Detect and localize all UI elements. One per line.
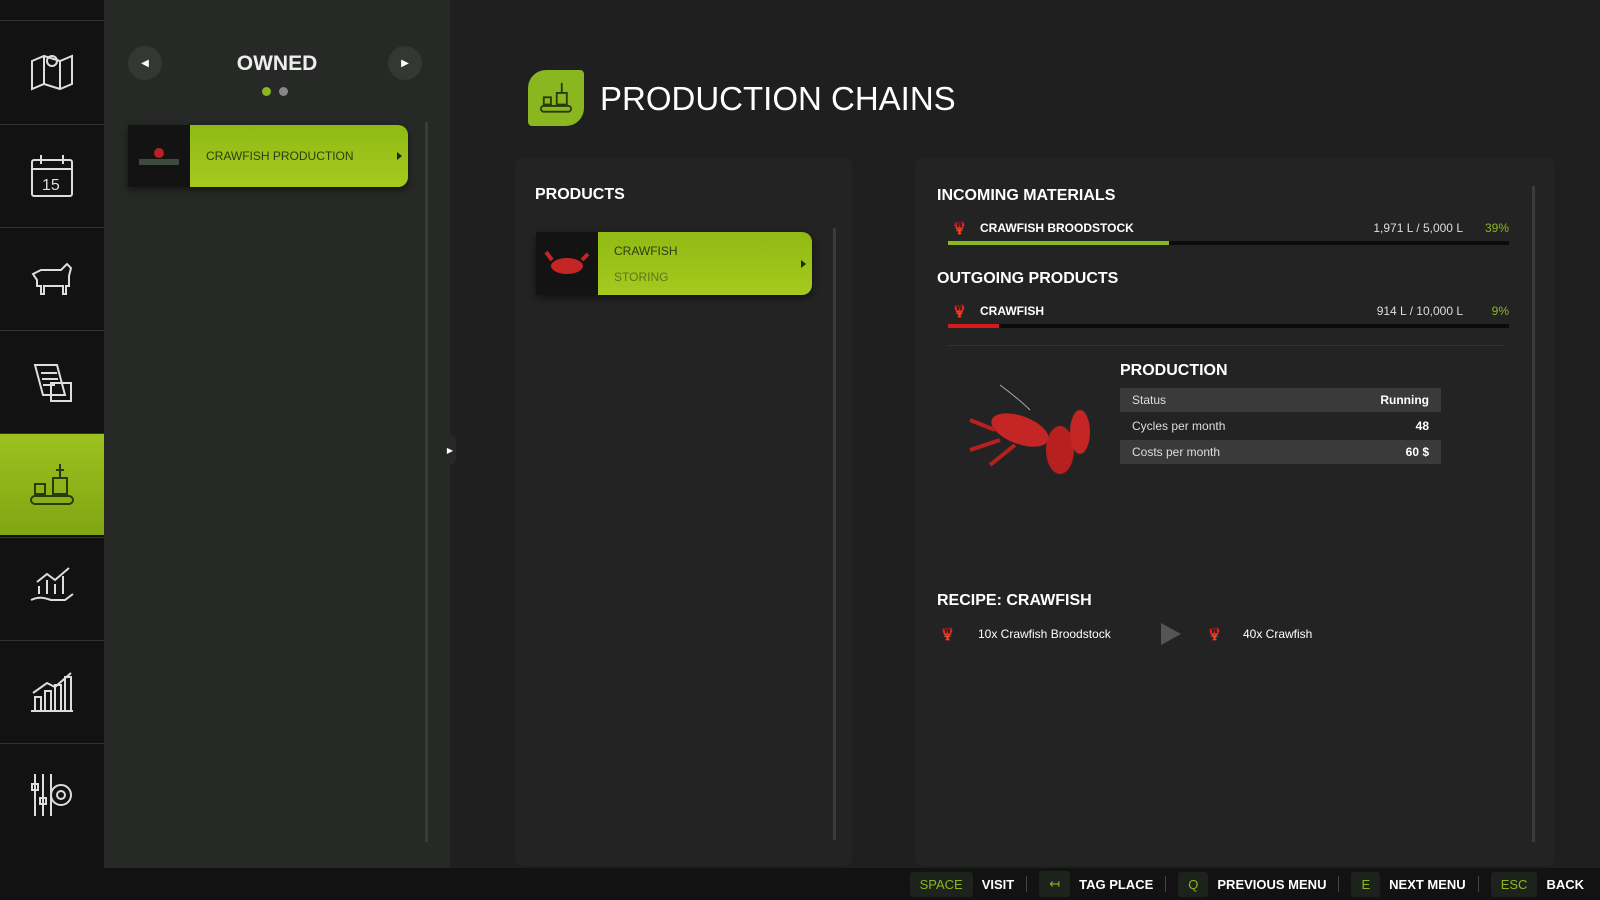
- products-scrollbar[interactable]: [833, 228, 836, 840]
- recipe-row: 🦞 10x Crawfish Broodstock 🦞 40x Crawfish: [940, 623, 1313, 645]
- page-dot[interactable]: [279, 87, 288, 96]
- details-panel: [915, 158, 1555, 866]
- incoming-row: 🦞 CRAWFISH BROODSTOCK 1,971 L / 5,000 L …: [952, 221, 1509, 235]
- material-name: CRAWFISH BROODSTOCK: [980, 221, 1134, 235]
- outgoing-fill: [948, 324, 1000, 328]
- outgoing-row: 🦞 CRAWFISH 914 L / 10,000 L 9%: [952, 304, 1509, 318]
- production-chains-icon: [528, 70, 584, 126]
- arrow-right-icon: [801, 259, 806, 268]
- next-menu-button[interactable]: NEXT MENU: [1389, 876, 1466, 892]
- panel-title: OWNED: [236, 52, 318, 75]
- scrollbar[interactable]: [425, 122, 428, 842]
- cycles-row: Cycles per month 48: [1120, 414, 1441, 438]
- separator: [1477, 876, 1479, 892]
- page-title: PRODUCTION CHAINS: [600, 80, 956, 117]
- animals-icon: [31, 262, 73, 295]
- owned-panel: ◀ OWNED ▶ CRAWFISH PRODUCTION: [104, 0, 450, 868]
- sidebar-item-map[interactable]: [0, 20, 104, 122]
- row-value: 60 $: [1405, 445, 1429, 459]
- list-item-crawfish-production[interactable]: CRAWFISH PRODUCTION: [128, 125, 408, 187]
- incoming-fill: [948, 241, 1170, 245]
- row-value: 48: [1415, 419, 1429, 433]
- production-heading: PRODUCTION: [1120, 362, 1228, 379]
- row-label: Costs per month: [1132, 445, 1221, 459]
- costs-row: Costs per month 60 $: [1120, 440, 1441, 464]
- separator: [1026, 876, 1028, 892]
- arrow-right-icon: [397, 152, 402, 160]
- row-label: Status: [1132, 393, 1167, 407]
- crawfish-broodstock-icon: 🦞: [952, 221, 967, 235]
- tag-place-button[interactable]: TAG PLACE: [1079, 876, 1154, 892]
- outgoing-heading: OUTGOING PRODUCTS: [937, 270, 1119, 287]
- product-name: CRAWFISH: [980, 304, 1044, 318]
- arrow-right-icon: [1161, 623, 1181, 645]
- key-q: Q: [1178, 871, 1209, 897]
- crawfish-thumbnail: [536, 232, 598, 295]
- sidebar-item-animals[interactable]: [0, 227, 104, 329]
- products-heading: PRODUCTS: [535, 186, 625, 203]
- row-value: Running: [1380, 393, 1429, 407]
- products-panel: PRODUCTS CRAWFISH STORING: [515, 158, 852, 866]
- footer-key-hints: SPACE VISIT ↤ TAG PLACE Q PREVIOUS MENU E NE…: [0, 868, 1600, 900]
- material-amount: 1,971 L / 5,000 L: [1373, 221, 1463, 235]
- production-table: Status Running Cycles per month 48 Costs p…: [1120, 388, 1441, 466]
- product-percent: 9%: [1491, 304, 1509, 318]
- product-status: STORING: [614, 269, 669, 284]
- map-icon: [31, 54, 73, 90]
- collapse-panel-button[interactable]: ▶: [444, 435, 456, 465]
- product-item-crawfish[interactable]: CRAWFISH STORING: [536, 232, 812, 295]
- crawfish-farm-thumbnail: [128, 125, 190, 187]
- svg-text:15: 15: [42, 177, 60, 194]
- sidebar-item-statistics[interactable]: [0, 640, 104, 742]
- sidebar-item-production[interactable]: [0, 433, 112, 535]
- sidebar-item-finances[interactable]: [0, 537, 104, 639]
- back-button[interactable]: BACK: [1546, 876, 1584, 892]
- crawfish-image: [969, 384, 1090, 474]
- sidebar-item-settings[interactable]: [0, 743, 104, 845]
- details-scrollbar[interactable]: [1532, 186, 1535, 842]
- key-tag: ↤: [1039, 871, 1071, 897]
- main-menu-sidebar: 15: [0, 0, 112, 868]
- statistics-icon: [31, 671, 73, 712]
- divider: [948, 345, 1503, 346]
- sidebar-item-contracts[interactable]: [0, 330, 104, 432]
- key-e: E: [1351, 871, 1381, 897]
- crawfish-icon: 🦞: [952, 304, 967, 318]
- list-item-label: CRAWFISH PRODUCTION: [206, 149, 354, 163]
- next-page-button[interactable]: ▶: [388, 46, 422, 80]
- material-percent: 39%: [1484, 221, 1509, 235]
- page-dot-active[interactable]: [262, 87, 271, 96]
- contracts-icon: [33, 363, 72, 402]
- recipe-heading: RECIPE: CRAWFISH: [937, 592, 1092, 609]
- previous-page-button[interactable]: ◀: [128, 46, 162, 80]
- separator: [1165, 876, 1167, 892]
- status-row: Status Running: [1120, 388, 1441, 412]
- incoming-fill-bar: [948, 241, 1509, 245]
- finances-icon: [30, 566, 74, 601]
- key-esc: ESC: [1490, 871, 1538, 897]
- recipe-input: 10x Crawfish Broodstock: [978, 627, 1111, 641]
- key-space: SPACE: [909, 871, 973, 897]
- separator: [1338, 876, 1340, 892]
- incoming-heading: INCOMING MATERIALS: [937, 187, 1116, 204]
- recipe-output: 40x Crawfish: [1243, 627, 1313, 641]
- row-label: Cycles per month: [1132, 419, 1226, 433]
- calendar-icon: 15: [31, 154, 73, 197]
- previous-menu-button[interactable]: PREVIOUS MENU: [1217, 876, 1327, 892]
- sidebar-item-calendar[interactable]: 15: [0, 124, 104, 226]
- product-name: CRAWFISH: [614, 243, 678, 258]
- crawfish-broodstock-icon: 🦞: [940, 627, 955, 641]
- production-icon: [30, 463, 74, 505]
- product-amount: 914 L / 10,000 L: [1376, 304, 1463, 318]
- visit-button[interactable]: VISIT: [981, 876, 1015, 892]
- settings-icon: [31, 773, 72, 816]
- outgoing-fill-bar: [948, 324, 1509, 328]
- crawfish-icon: 🦞: [1207, 627, 1222, 641]
